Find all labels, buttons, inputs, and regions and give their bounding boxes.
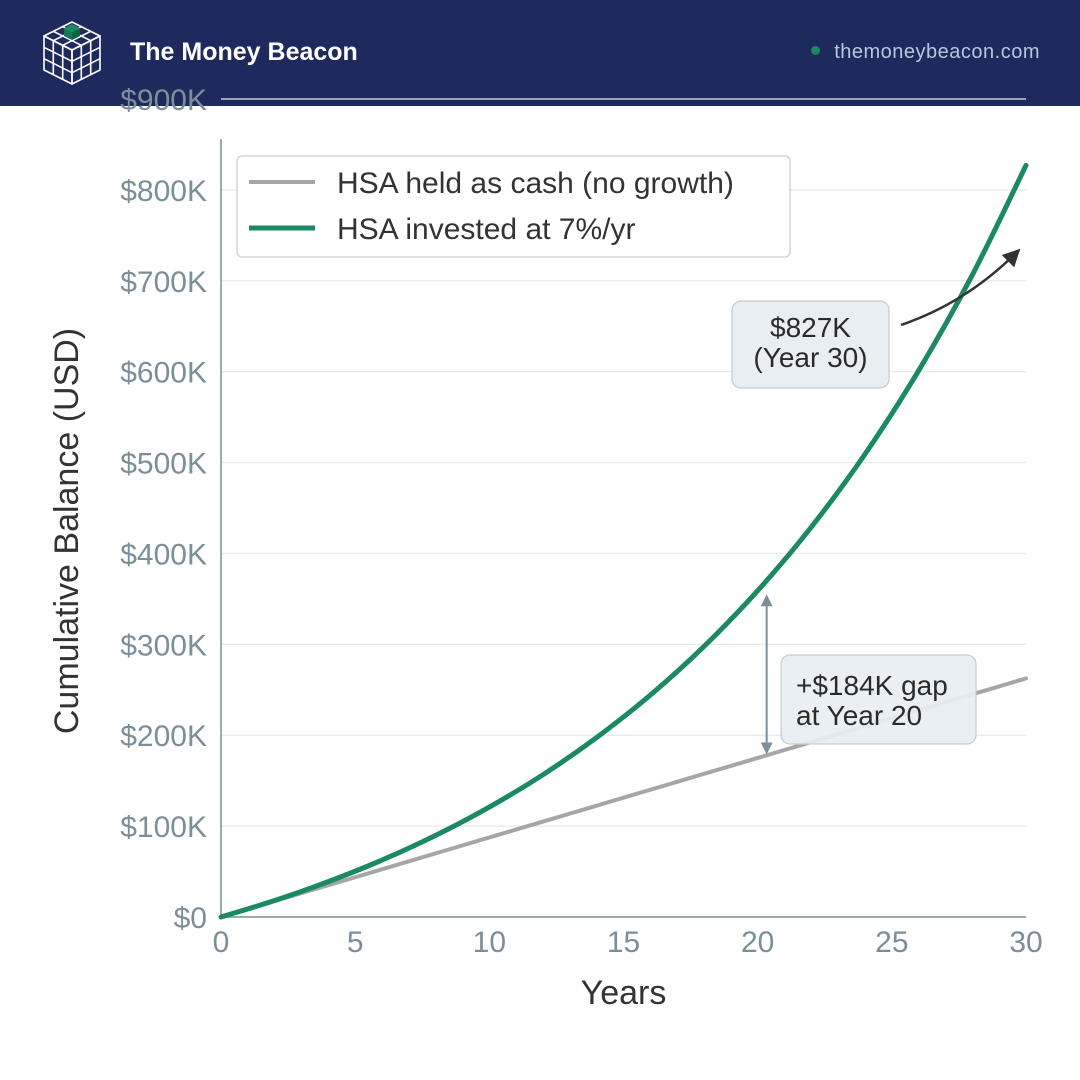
brand-name: The Money Beacon bbox=[130, 38, 358, 66]
x-tick-label: 10 bbox=[473, 926, 506, 959]
y-tick-label: $500K bbox=[120, 448, 207, 481]
y-tick-label: $900K bbox=[120, 84, 207, 117]
cube-grid-icon bbox=[43, 21, 101, 85]
final-value-arrow bbox=[900, 248, 1021, 327]
y-tick-label: $400K bbox=[120, 538, 207, 571]
y-tick-label: $700K bbox=[120, 266, 207, 299]
y-tick-label: $800K bbox=[120, 175, 207, 208]
site-url[interactable]: themoneybeacon.com bbox=[811, 38, 1040, 66]
x-tick-label: 0 bbox=[213, 926, 230, 959]
gap-callout-text: +$184K gap bbox=[796, 670, 948, 701]
final-value-callout-box bbox=[731, 300, 890, 389]
legend-box bbox=[236, 155, 791, 258]
y-tick-label: $0 bbox=[174, 902, 207, 935]
gap-callout-box bbox=[780, 654, 977, 745]
y-tick-label: $200K bbox=[120, 720, 207, 753]
x-tick-label: 5 bbox=[347, 926, 364, 959]
x-axis-title: Years bbox=[581, 974, 667, 1012]
y-tick-label: $300K bbox=[120, 629, 207, 662]
gap-callout-text: at Year 20 bbox=[796, 700, 922, 731]
site-url-text: themoneybeacon.com bbox=[834, 41, 1040, 63]
header-bar: The Money Beacon themoneybeacon.com bbox=[0, 0, 1080, 106]
x-tick-label: 25 bbox=[875, 926, 908, 959]
y-tick-label: $600K bbox=[120, 357, 207, 390]
final-value-callout-text: (Year 30) bbox=[753, 342, 867, 373]
legend-label: HSA invested at 7%/yr bbox=[337, 213, 635, 246]
x-tick-label: 20 bbox=[741, 926, 774, 959]
x-tick-label: 30 bbox=[1009, 926, 1042, 959]
series-line-invested bbox=[218, 162, 1029, 920]
y-tick-label: $100K bbox=[120, 811, 207, 844]
x-tick-label: 15 bbox=[607, 926, 640, 959]
y-axis-title: Cumulative Balance (USD) bbox=[48, 328, 86, 734]
legend-label: HSA held as cash (no growth) bbox=[337, 167, 734, 200]
status-dot bbox=[811, 46, 821, 56]
final-value-callout-text: $827K bbox=[770, 312, 851, 343]
